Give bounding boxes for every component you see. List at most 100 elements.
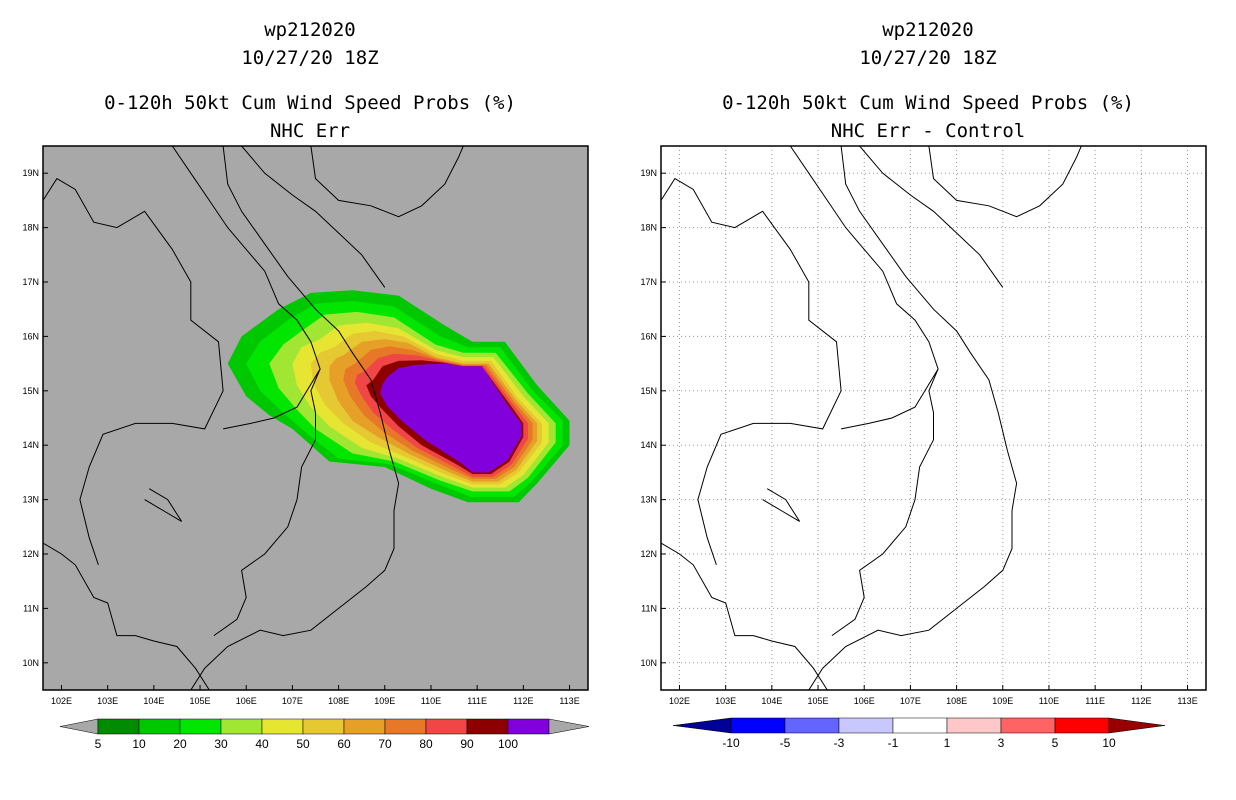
right-colorbar-label-2: -3	[834, 736, 845, 750]
right-lat-label-7: 17N	[640, 277, 657, 287]
right-coastline-0	[661, 177, 842, 566]
left-map-panel: 102E 103E 104E 105E 106E 107E 108E 109E 110E 111E…	[22, 145, 589, 706]
right-coastline-3	[859, 146, 1004, 288]
right-coastline-6	[928, 146, 1082, 218]
left-colorbar-label-9: 90	[460, 737, 474, 751]
left-colorbar-label-7: 70	[378, 737, 392, 751]
left-colorbar-label-0: 5	[95, 737, 102, 751]
right-coastline-2	[808, 146, 1018, 690]
left-colorbar-swatch-10	[507, 718, 550, 735]
left-coastline-2	[190, 146, 400, 690]
left-colorbar-label-3: 30	[214, 737, 228, 751]
right-lat-label-4: 14N	[640, 440, 657, 450]
left-lat-label-9: 19N	[22, 168, 39, 178]
left-lat-label-1: 11N	[23, 603, 39, 613]
left-coastline-1	[43, 542, 210, 690]
left-colorbar-swatch-3	[220, 718, 263, 735]
left-colorbar-swatch-8	[425, 718, 468, 735]
right-coastline-5	[841, 368, 939, 430]
left-lon-label-5: 107E	[282, 696, 303, 706]
right-colorbar-label-4: 1	[944, 736, 951, 750]
left-lon-label-0: 102E	[51, 696, 72, 706]
left-lon-label-8: 110E	[421, 696, 441, 706]
right-colorbar-label-0: -10	[722, 736, 740, 750]
left-colorbar-swatch-7	[384, 718, 427, 735]
right-colorbar-low-end	[672, 717, 732, 734]
left-coastline-5	[223, 368, 321, 430]
left-lat-label-5: 15N	[22, 386, 39, 396]
left-title-datetime: 10/27/20 18Z	[241, 47, 379, 69]
left-lon-label-6: 108E	[328, 696, 349, 706]
right-title-subtitle: NHC Err - Control	[830, 120, 1026, 142]
left-colorbar-high-end	[548, 718, 590, 735]
right-lon-label-10: 112E	[1131, 696, 1151, 706]
right-lon-label-9: 111E	[1085, 696, 1105, 706]
left-colorbar-swatch-2	[179, 718, 222, 735]
right-lon-label-11: 113E	[1177, 696, 1197, 706]
right-colorbar-label-6: 5	[1052, 736, 1059, 750]
right-lat-label-8: 18N	[640, 223, 657, 233]
right-colorbar-swatch-4	[946, 717, 1002, 734]
right-colorbar-swatch-3	[892, 717, 948, 734]
left-lat-label-0: 10N	[22, 658, 39, 668]
left-lat-label-7: 17N	[22, 277, 39, 287]
right-lon-label-8: 110E	[1039, 696, 1059, 706]
left-lon-label-2: 104E	[143, 696, 164, 706]
left-coastline-0	[43, 177, 224, 566]
right-gridlines	[661, 146, 1206, 690]
right-colorbar-label-3: -1	[888, 736, 899, 750]
left-coastline-7	[144, 488, 183, 522]
left-colorbar-label-10: 100	[498, 737, 518, 751]
right-colorbar-label-5: 3	[998, 736, 1005, 750]
left-colorbar-swatch-5	[302, 718, 345, 735]
right-coastlines	[661, 146, 1082, 690]
left-colorbar-low-end	[59, 718, 99, 735]
right-axis-ticks: 102E 103E 104E 105E 106E 107E 108E 109E 110E 111E…	[640, 168, 1197, 706]
right-title-product: 0-120h 50kt Cum Wind Speed Probs (%)	[722, 92, 1134, 114]
right-lon-label-2: 104E	[761, 696, 782, 706]
left-lon-label-11: 113E	[559, 696, 579, 706]
left-lat-label-3: 13N	[22, 495, 39, 505]
right-lat-label-2: 12N	[640, 549, 657, 559]
right-lat-label-1: 11N	[641, 603, 657, 613]
right-coastline-4	[789, 146, 939, 637]
left-colorbar-swatch-0	[97, 718, 140, 735]
left-colorbar-label-5: 50	[296, 737, 310, 751]
right-colorbar-label-7: 10	[1102, 736, 1116, 750]
right-colorbar-swatch-0	[730, 717, 786, 734]
left-colorbar-label-8: 80	[419, 737, 433, 751]
left-colorbar-swatch-1	[138, 718, 181, 735]
left-colorbar-swatch-9	[466, 718, 509, 735]
right-lat-label-0: 10N	[640, 658, 657, 668]
right-map-panel: 102E 103E 104E 105E 106E 107E 108E 109E 110E 111E…	[640, 145, 1207, 706]
right-lon-label-4: 106E	[854, 696, 875, 706]
left-coastlines	[43, 146, 464, 690]
left-coastline-4	[171, 146, 321, 637]
left-lat-label-8: 18N	[22, 223, 39, 233]
left-lat-label-4: 14N	[22, 440, 39, 450]
left-lon-label-4: 106E	[236, 696, 257, 706]
right-title-datetime: 10/27/20 18Z	[859, 47, 997, 69]
left-lon-label-9: 111E	[467, 696, 487, 706]
right-lon-label-0: 102E	[669, 696, 690, 706]
right-colorbar: -10 -5 -3 -1 1 3 5 10	[672, 717, 1166, 750]
left-lat-label-6: 16N	[22, 331, 39, 341]
left-coastline-3	[241, 146, 386, 288]
right-lat-label-9: 19N	[640, 168, 657, 178]
left-colorbar-label-4: 40	[255, 737, 269, 751]
right-lat-label-6: 16N	[640, 331, 657, 341]
right-title-storm-id: wp212020	[882, 19, 974, 41]
left-colorbar-label-2: 20	[173, 737, 187, 751]
right-lon-label-3: 105E	[808, 696, 829, 706]
left-title-product: 0-120h 50kt Cum Wind Speed Probs (%)	[104, 92, 516, 114]
left-colorbar-swatch-6	[343, 718, 386, 735]
prob-contour-90	[380, 363, 521, 473]
left-colorbar-swatch-4	[261, 718, 304, 735]
right-lon-label-1: 103E	[715, 696, 736, 706]
left-axis-ticks: 102E 103E 104E 105E 106E 107E 108E 109E 110E 111E…	[22, 168, 579, 706]
right-colorbar-swatch-1	[784, 717, 840, 734]
right-map-frame	[660, 145, 1207, 691]
right-colorbar-swatch-5	[1000, 717, 1056, 734]
right-coastline-7	[762, 488, 801, 522]
right-colorbar-high-end	[1108, 717, 1166, 734]
